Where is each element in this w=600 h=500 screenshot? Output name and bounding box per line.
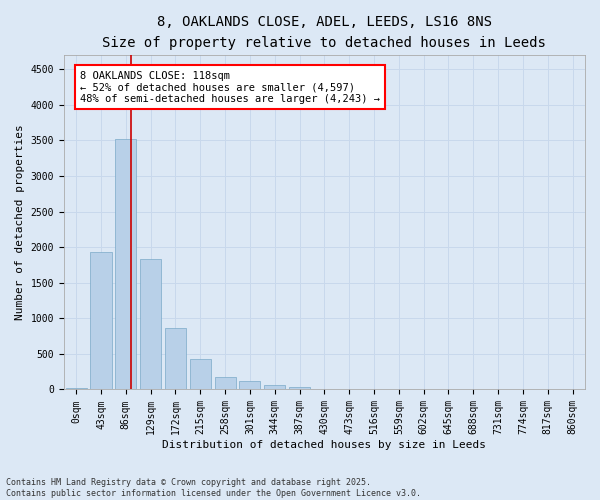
X-axis label: Distribution of detached houses by size in Leeds: Distribution of detached houses by size … [163, 440, 487, 450]
Bar [264, 385, 285, 390]
Bar [115, 139, 136, 390]
Bar [65, 388, 87, 390]
Bar [239, 382, 260, 390]
Text: Contains HM Land Registry data © Crown copyright and database right 2025.
Contai: Contains HM Land Registry data © Crown c… [6, 478, 421, 498]
Bar [91, 252, 112, 390]
Bar [215, 377, 236, 390]
Bar [165, 328, 186, 390]
Bar [190, 359, 211, 390]
Bar [289, 388, 310, 390]
Text: 8 OAKLANDS CLOSE: 118sqm
← 52% of detached houses are smaller (4,597)
48% of sem: 8 OAKLANDS CLOSE: 118sqm ← 52% of detach… [80, 70, 380, 104]
Title: 8, OAKLANDS CLOSE, ADEL, LEEDS, LS16 8NS
Size of property relative to detached h: 8, OAKLANDS CLOSE, ADEL, LEEDS, LS16 8NS… [103, 15, 547, 50]
Bar [140, 259, 161, 390]
Bar [314, 389, 335, 390]
Y-axis label: Number of detached properties: Number of detached properties [15, 124, 25, 320]
